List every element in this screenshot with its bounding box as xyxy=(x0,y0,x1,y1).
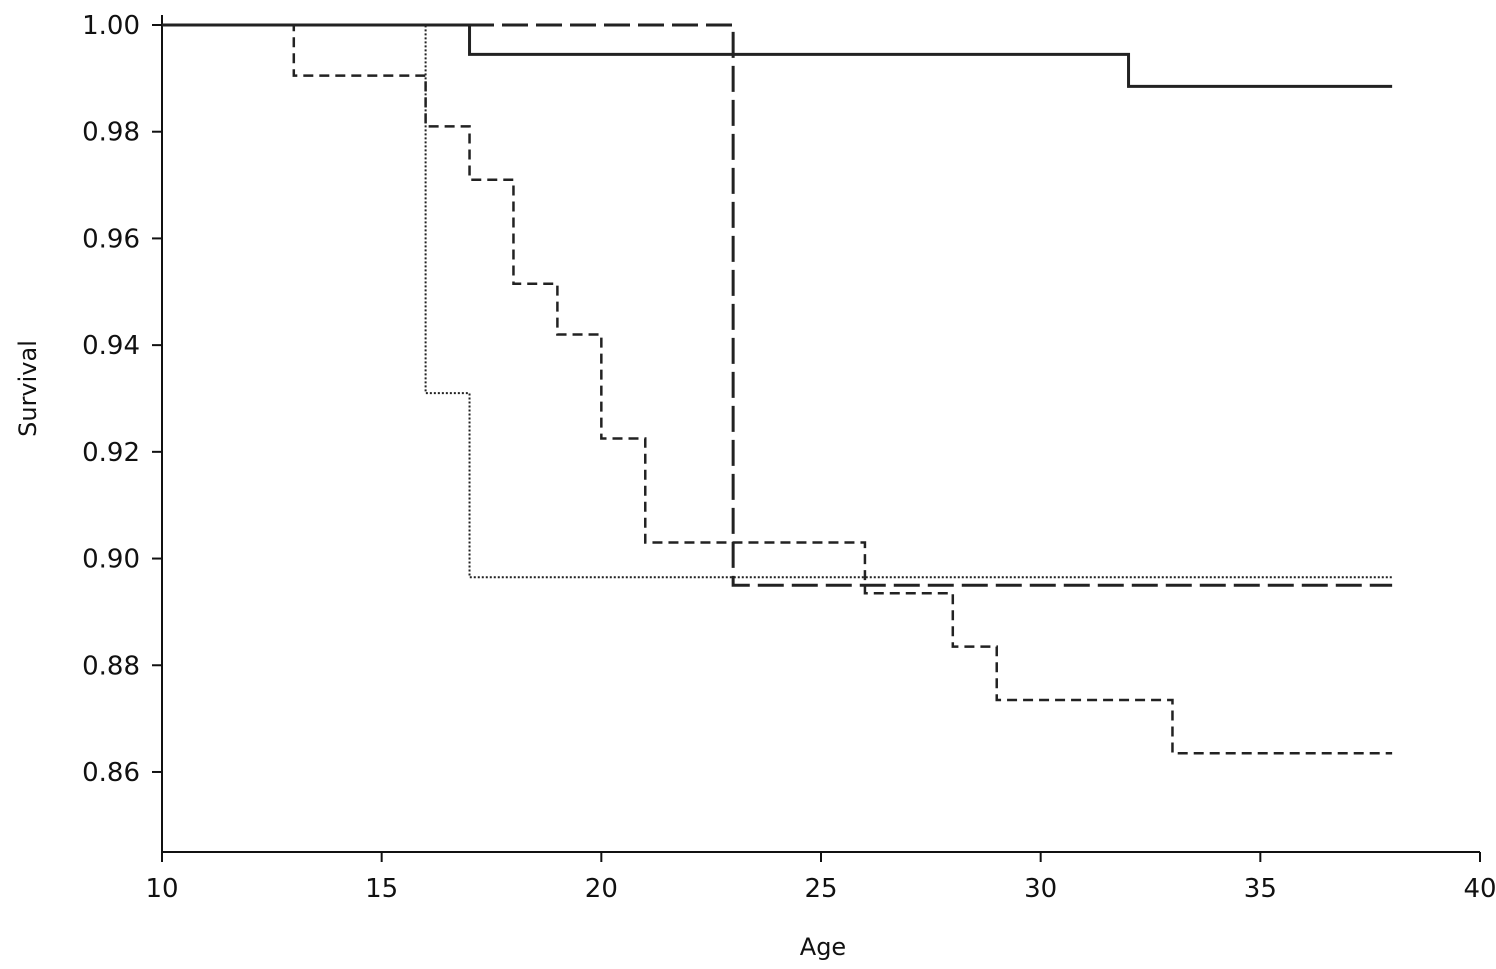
y-tick-label: 0.88 xyxy=(82,651,140,681)
y-tick-label: 0.94 xyxy=(82,331,140,361)
series-layer xyxy=(162,23,1393,755)
axes: 10 15 20 25 30 35 40 1.00 0.98 0.96 0.94 0.92 0.90 0.… xyxy=(82,11,1496,904)
y-tick-label: 1.00 xyxy=(82,11,140,41)
x-tick-label: 15 xyxy=(365,874,398,904)
x-axis-title: Age xyxy=(800,933,846,961)
series-line-long-dash xyxy=(162,23,1393,587)
y-tick-label: 0.92 xyxy=(82,438,140,468)
y-tick-label: 0.90 xyxy=(82,545,140,575)
x-tick-label: 20 xyxy=(585,874,618,904)
series-line-dotted xyxy=(162,24,1393,579)
y-tick-label: 0.86 xyxy=(82,758,140,788)
y-tick-label: 0.96 xyxy=(82,224,140,254)
x-tick-label: 10 xyxy=(145,874,178,904)
series-line-solid xyxy=(162,23,1393,88)
y-tick-label: 0.98 xyxy=(82,118,140,148)
x-tick-label: 35 xyxy=(1244,874,1277,904)
x-tick-label: 40 xyxy=(1463,874,1496,904)
series-line-short-dash xyxy=(162,23,1393,755)
x-tick-label: 25 xyxy=(804,874,837,904)
x-tick-label: 30 xyxy=(1024,874,1057,904)
y-axis-title: Survival xyxy=(14,340,42,437)
